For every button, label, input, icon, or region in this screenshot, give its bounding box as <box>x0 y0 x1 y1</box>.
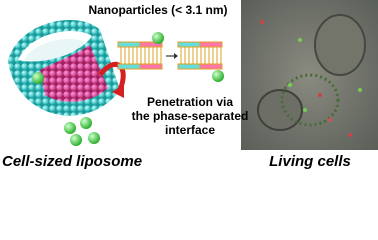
arrow-head <box>174 53 178 59</box>
left-caption: Cell-sized liposome <box>2 153 142 170</box>
caption-line: the phase-separated <box>132 109 249 123</box>
nanoparticle <box>152 32 164 44</box>
right-caption: Living cells <box>269 153 351 170</box>
bilayer-diagram <box>117 41 223 70</box>
microscopy-image <box>241 0 378 150</box>
nanoparticle <box>212 70 224 82</box>
liposome-illustration <box>8 20 126 146</box>
caption-line: Penetration via <box>147 95 233 109</box>
title: Nanoparticles (< 3.1 nm) <box>88 3 227 17</box>
figure: Nanoparticles (< 3.1 nm) Penetration via… <box>2 0 378 170</box>
caption-line: interface <box>165 123 215 137</box>
